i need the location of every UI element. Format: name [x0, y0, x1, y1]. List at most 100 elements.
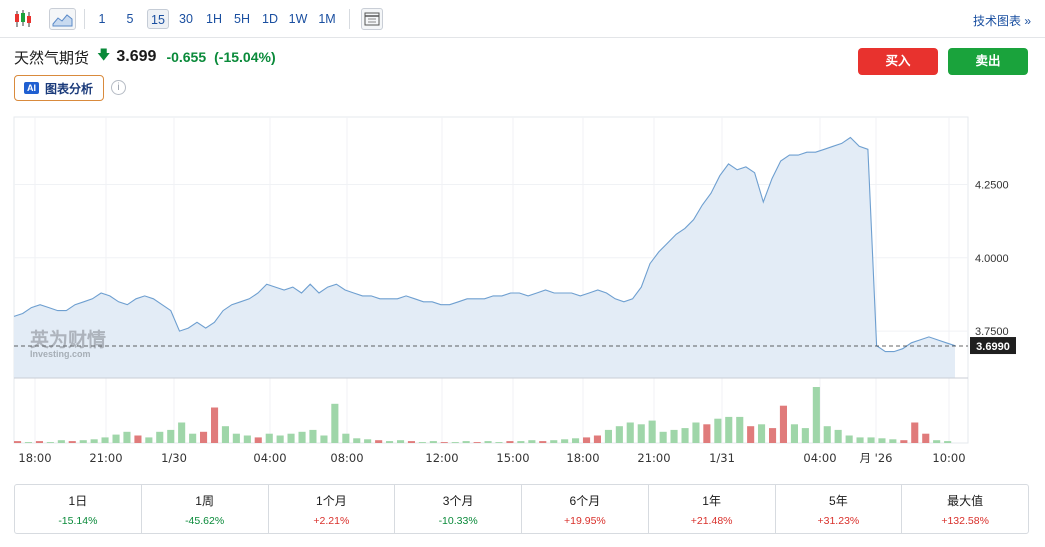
volume-bar [221, 426, 229, 443]
performance-value: -10.33% [438, 514, 478, 527]
x-tick-label: 15:00 [496, 451, 529, 465]
volume-bar [451, 442, 459, 443]
volume-bar [309, 429, 317, 443]
performance-value: +2.21% [313, 514, 350, 527]
timeframe-30[interactable]: 30 [179, 12, 193, 26]
watermark-logo: 英为财情 [30, 328, 106, 351]
performance-period: 3个月 [442, 493, 474, 508]
performance-cell: 最大值 +132.58% [902, 485, 1028, 533]
volume-bar [845, 435, 853, 443]
y-tick-label: 4.0000 [975, 253, 1009, 265]
volume-bar [254, 437, 262, 443]
volume-bar [14, 441, 22, 443]
volume-bar [353, 438, 361, 443]
volume-bar [714, 418, 722, 443]
volume-bar [265, 433, 273, 443]
performance-value: +132.58% [941, 514, 989, 527]
y-tick-label: 3.7500 [975, 326, 1009, 338]
timeframe-15[interactable]: 15 [147, 9, 169, 29]
performance-period: 5年 [829, 493, 848, 508]
performance-cell: 1年 +21.48% [649, 485, 776, 533]
calendar-icon[interactable] [361, 8, 383, 30]
timeframe-1w[interactable]: 1W [288, 12, 308, 26]
x-tick-label: 18:00 [18, 451, 51, 465]
volume-bar [24, 442, 32, 443]
volume-bar [889, 439, 897, 443]
volume-bar [342, 433, 350, 443]
performance-cell: 5年 +31.23% [776, 485, 903, 533]
volume-bar [517, 441, 525, 443]
volume-bar [834, 429, 842, 443]
volume-bar [101, 437, 109, 443]
x-tick-label: 21:00 [89, 451, 122, 465]
info-icon[interactable]: i [111, 80, 126, 95]
volume-bar [495, 442, 503, 443]
performance-cell: 1周 -45.62% [142, 485, 269, 533]
volume-bar [298, 431, 306, 443]
volume-bar [856, 437, 864, 443]
volume-bar [747, 426, 755, 443]
volume-bar [232, 433, 240, 443]
volume-bar [769, 428, 777, 443]
sell-button[interactable]: 卖出 [948, 48, 1028, 75]
performance-value: +21.48% [690, 514, 733, 527]
price-chart-svg[interactable]: 4.2500 4.0000 3.7500 3.6990 英为财情Investing.co… [0, 105, 1045, 475]
x-tick-label: 08:00 [330, 451, 363, 465]
performance-period: 1个月 [316, 493, 347, 508]
timeframe-1d[interactable]: 1D [262, 12, 278, 26]
ai-badge-icon: AI [24, 82, 39, 94]
timeframe-5h[interactable]: 5H [234, 12, 250, 26]
volume-bar [331, 403, 339, 443]
volume-bar [473, 442, 481, 443]
current-price-label: 3.6990 [976, 341, 1010, 353]
price-chart[interactable]: 4.2500 4.0000 3.7500 3.6990 英为财情 Investing.co… [0, 105, 1045, 475]
candlestick-icon[interactable] [11, 8, 35, 30]
volume-bar [648, 420, 656, 443]
current-price-label-box [970, 337, 1016, 355]
technical-chart-link[interactable]: 技术图表 » [972, 14, 1031, 28]
arrow-down-icon: 🡇 [97, 47, 111, 62]
volume-bar [692, 422, 700, 443]
volume-bar [189, 433, 197, 443]
ai-chart-analysis-label: 图表分析 [45, 81, 94, 96]
volume-bar [276, 435, 284, 443]
volume-bar [429, 441, 437, 443]
volume-bar [386, 441, 394, 443]
volume-bar [178, 422, 186, 443]
volume-bar [506, 441, 514, 443]
buy-button[interactable]: 买入 [858, 48, 938, 75]
ai-chart-analysis-button[interactable]: AI 图表分析 [14, 75, 104, 101]
performance-value: +31.23% [817, 514, 860, 527]
volume-bar [375, 440, 383, 443]
toolbar-divider [84, 9, 85, 29]
x-tick-label: 21:00 [637, 451, 670, 465]
volume-bar [145, 437, 153, 443]
volume-bar [911, 422, 919, 443]
timeframe-1[interactable]: 1 [98, 12, 106, 26]
x-tick-label: 1/31 [709, 451, 735, 465]
volume-bar [736, 416, 744, 443]
volume-bar [779, 405, 787, 443]
performance-period: 1周 [195, 493, 214, 508]
volume-bar [539, 441, 547, 443]
x-tick-label: 04:00 [803, 451, 836, 465]
timeframe-5[interactable]: 5 [126, 12, 134, 26]
volume-bar [35, 441, 43, 443]
price-change-percent: (-15.04%) [214, 49, 276, 65]
volume-bar [550, 440, 558, 443]
performance-period: 1日 [68, 493, 88, 508]
volume-bar [604, 429, 612, 443]
volume-bar [900, 440, 908, 443]
x-tick-label: 10:00 [932, 451, 965, 465]
volume-bar [440, 442, 448, 443]
volume-bar [320, 435, 328, 443]
area-chart-icon[interactable] [49, 8, 76, 30]
volume-bar [418, 442, 426, 443]
price-area [14, 137, 955, 378]
volume-bar [397, 440, 405, 443]
timeframe-1m[interactable]: 1M [318, 12, 336, 26]
volume-bar [670, 429, 678, 443]
volume-bar [867, 437, 875, 443]
timeframe-1h[interactable]: 1H [206, 12, 222, 26]
instrument-name: 天然气期货 [14, 49, 90, 67]
